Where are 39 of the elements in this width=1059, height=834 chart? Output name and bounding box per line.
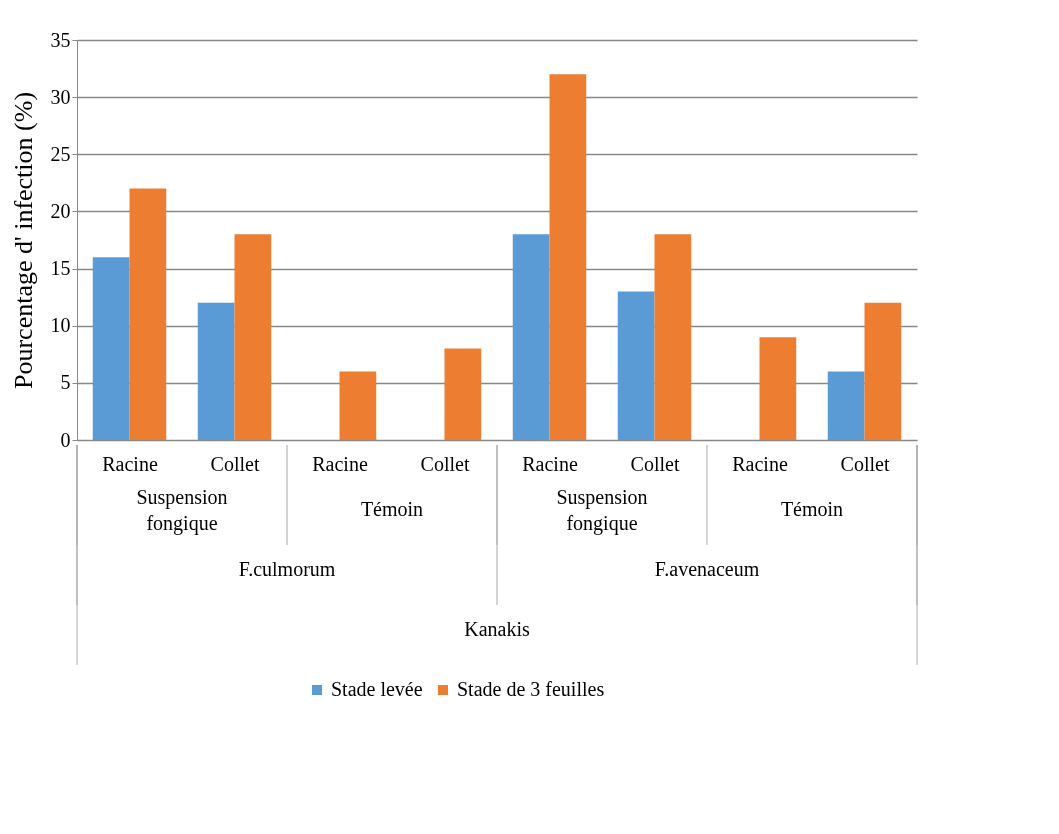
- y-tick-label: 35: [50, 28, 71, 51]
- x-tick-label: Collet: [840, 452, 890, 475]
- text: Suspension fongique: [136, 486, 228, 535]
- y-tick-label: 0: [60, 428, 71, 451]
- bar: [759, 337, 797, 440]
- y-tick-label: 5: [60, 371, 71, 394]
- text: Suspension fongique: [556, 486, 648, 535]
- text: Kanakis: [464, 618, 530, 640]
- bar: [864, 302, 902, 440]
- bar: [92, 257, 130, 440]
- x-tick-label: Racine: [102, 452, 158, 475]
- bar: [234, 234, 272, 440]
- y-tick-label: 15: [50, 257, 71, 280]
- x-tick-label: Racine: [312, 452, 368, 475]
- bar: [827, 371, 865, 440]
- y-tick-label: 25: [50, 142, 71, 165]
- x-tick-label: Racine: [522, 452, 578, 475]
- y-tick-label: 10: [50, 314, 71, 337]
- text: Témoin: [780, 498, 844, 520]
- bar: [512, 234, 550, 440]
- y-axis-title: Pourcentage d' infection (%): [8, 91, 38, 390]
- bar: [617, 291, 655, 440]
- bar: [444, 348, 482, 440]
- x-tick-label: Collet: [210, 452, 260, 475]
- bar: [129, 188, 167, 440]
- x-tick-label: Collet: [420, 452, 470, 475]
- text: F.avenaceum: [654, 558, 760, 580]
- bar: [654, 234, 692, 440]
- text: F.culmorum: [238, 558, 336, 580]
- x-tick-label: Collet: [630, 452, 680, 475]
- bar: [197, 302, 235, 440]
- bar: [549, 74, 587, 440]
- text: Témoin: [360, 498, 424, 520]
- legend-label: Stade levée: [331, 678, 423, 700]
- y-tick-label: 30: [50, 85, 71, 108]
- legend-label: Stade de 3 feuilles: [457, 678, 605, 700]
- bar: [339, 371, 377, 440]
- y-tick-label: 20: [50, 199, 71, 222]
- x-tick-label: Racine: [732, 452, 788, 475]
